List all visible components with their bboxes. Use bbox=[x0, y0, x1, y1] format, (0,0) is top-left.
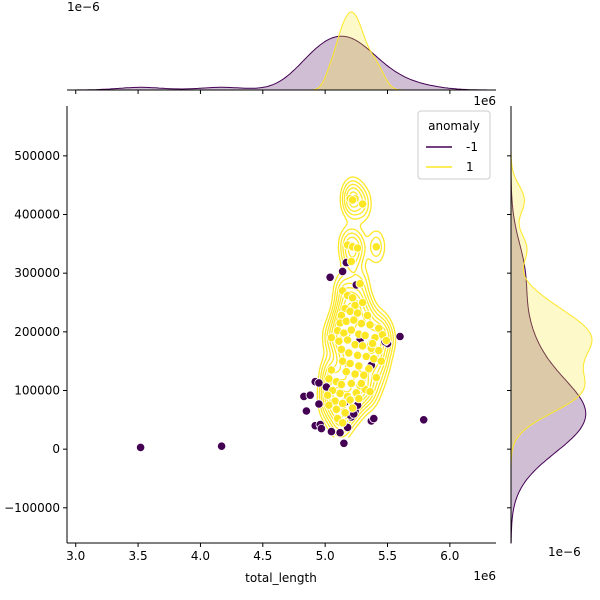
point-pos-22 bbox=[349, 315, 359, 325]
y-tick-label-5: 400000 bbox=[14, 208, 60, 222]
point-pos-78 bbox=[367, 338, 378, 349]
point-pos-71 bbox=[331, 404, 341, 414]
point-neg-12 bbox=[301, 406, 311, 416]
point-pos-35 bbox=[342, 335, 353, 345]
x-tick-label-4: 5.0 bbox=[316, 549, 335, 563]
series-anomaly-1 bbox=[322, 194, 391, 428]
point-pos-75 bbox=[337, 418, 348, 428]
point-pos-6 bbox=[352, 243, 363, 253]
y-offset-label: 1e6 bbox=[473, 94, 496, 108]
point-neg-1 bbox=[217, 441, 227, 451]
point-pos-46 bbox=[337, 356, 348, 366]
x-tick-label-1: 3.5 bbox=[129, 549, 148, 563]
x-tick-label-0: 3.0 bbox=[66, 549, 85, 563]
x-tick-label-6: 6.0 bbox=[440, 549, 459, 563]
point-neg-15 bbox=[316, 423, 326, 434]
y-tick-label-2: 100000 bbox=[14, 383, 60, 397]
point-pos-24 bbox=[365, 320, 375, 330]
top-marginal-offset-label: 1e−6 bbox=[67, 0, 100, 14]
point-pos-50 bbox=[341, 367, 351, 377]
right-marginal-kde: 1e−6 bbox=[507, 106, 593, 559]
point-pos-70 bbox=[324, 400, 334, 410]
point-pos-7 bbox=[371, 242, 381, 252]
point-pos-23 bbox=[356, 318, 366, 329]
x-tick-label-3: 4.5 bbox=[253, 549, 272, 563]
point-pos-14 bbox=[357, 297, 368, 308]
point-pos-77 bbox=[365, 387, 375, 397]
point-neg-3 bbox=[395, 331, 405, 342]
x-tick-label-2: 4.0 bbox=[191, 549, 210, 563]
point-pos-58 bbox=[346, 378, 356, 389]
point-pos-48 bbox=[354, 361, 364, 371]
point-pos-37 bbox=[357, 341, 368, 351]
y-tick-label-3: 200000 bbox=[14, 325, 60, 339]
point-neg-9 bbox=[305, 390, 315, 400]
point-neg-17 bbox=[335, 428, 345, 438]
point-pos-21 bbox=[341, 316, 351, 326]
point-pos-43 bbox=[361, 351, 371, 362]
point-pos-33 bbox=[326, 333, 336, 343]
point-pos-53 bbox=[371, 372, 381, 383]
point-pos-39 bbox=[374, 345, 384, 356]
main-axes: 3.0 3.5 4.0 4.5 5.0 5.5 6.0 −100000 0 100000 2000… bbox=[4, 94, 496, 585]
top-marginal-kde: 1e−6 bbox=[67, 0, 496, 94]
point-pos-79 bbox=[381, 335, 391, 346]
point-pos-12 bbox=[347, 293, 358, 303]
y-tick-label-6: 500000 bbox=[14, 149, 60, 163]
legend: anomaly -1 1 bbox=[417, 110, 491, 180]
y-tick-label-4: 300000 bbox=[14, 266, 60, 280]
point-pos-76 bbox=[356, 378, 366, 389]
point-pos-8 bbox=[346, 256, 356, 266]
point-pos-67 bbox=[337, 398, 348, 408]
top-kde-neg bbox=[67, 35, 496, 91]
point-pos-10 bbox=[355, 279, 365, 289]
legend-label-neg: -1 bbox=[466, 140, 478, 154]
point-neg-5 bbox=[325, 272, 335, 282]
point-neg-26 bbox=[369, 413, 379, 424]
point-pos-57 bbox=[336, 379, 346, 390]
point-pos-30 bbox=[360, 330, 370, 340]
point-pos-65 bbox=[322, 390, 333, 400]
point-pos-36 bbox=[350, 340, 360, 350]
point-pos-73 bbox=[347, 403, 358, 413]
point-pos-2 bbox=[347, 195, 358, 205]
point-neg-0 bbox=[136, 442, 146, 452]
x-offset-label: 1e6 bbox=[473, 569, 496, 583]
point-pos-17 bbox=[345, 306, 355, 316]
point-pos-69 bbox=[354, 394, 364, 404]
point-pos-40 bbox=[336, 344, 346, 354]
y-tick-label-0: −100000 bbox=[4, 501, 60, 515]
point-neg-2 bbox=[419, 415, 429, 425]
point-pos-3 bbox=[357, 199, 368, 209]
point-pos-52 bbox=[359, 370, 369, 380]
point-pos-68 bbox=[345, 395, 355, 405]
point-pos-72 bbox=[340, 408, 350, 418]
point-pos-45 bbox=[376, 356, 386, 366]
point-neg-11 bbox=[314, 378, 324, 388]
point-neg-31 bbox=[314, 399, 324, 409]
x-tick-label-5: 5.5 bbox=[378, 549, 397, 563]
y-tick-label-1: 0 bbox=[52, 442, 60, 456]
x-axis-label: total_length bbox=[245, 571, 317, 585]
legend-title: anomaly bbox=[428, 119, 480, 133]
point-neg-6 bbox=[337, 266, 348, 276]
right-marginal-offset-label: 1e−6 bbox=[548, 545, 581, 559]
point-pos-54 bbox=[326, 365, 336, 375]
point-pos-42 bbox=[352, 350, 363, 360]
point-neg-18 bbox=[339, 438, 349, 448]
point-neg-16 bbox=[326, 426, 336, 437]
point-pos-51 bbox=[350, 369, 360, 379]
point-pos-18 bbox=[352, 308, 363, 318]
legend-frame bbox=[417, 110, 491, 180]
point-pos-47 bbox=[345, 358, 355, 369]
legend-label-pos: 1 bbox=[466, 160, 474, 174]
point-pos-28 bbox=[346, 325, 356, 335]
point-pos-19 bbox=[362, 310, 373, 320]
point-pos-41 bbox=[344, 348, 354, 358]
point-pos-34 bbox=[334, 336, 344, 346]
point-pos-49 bbox=[364, 364, 374, 374]
